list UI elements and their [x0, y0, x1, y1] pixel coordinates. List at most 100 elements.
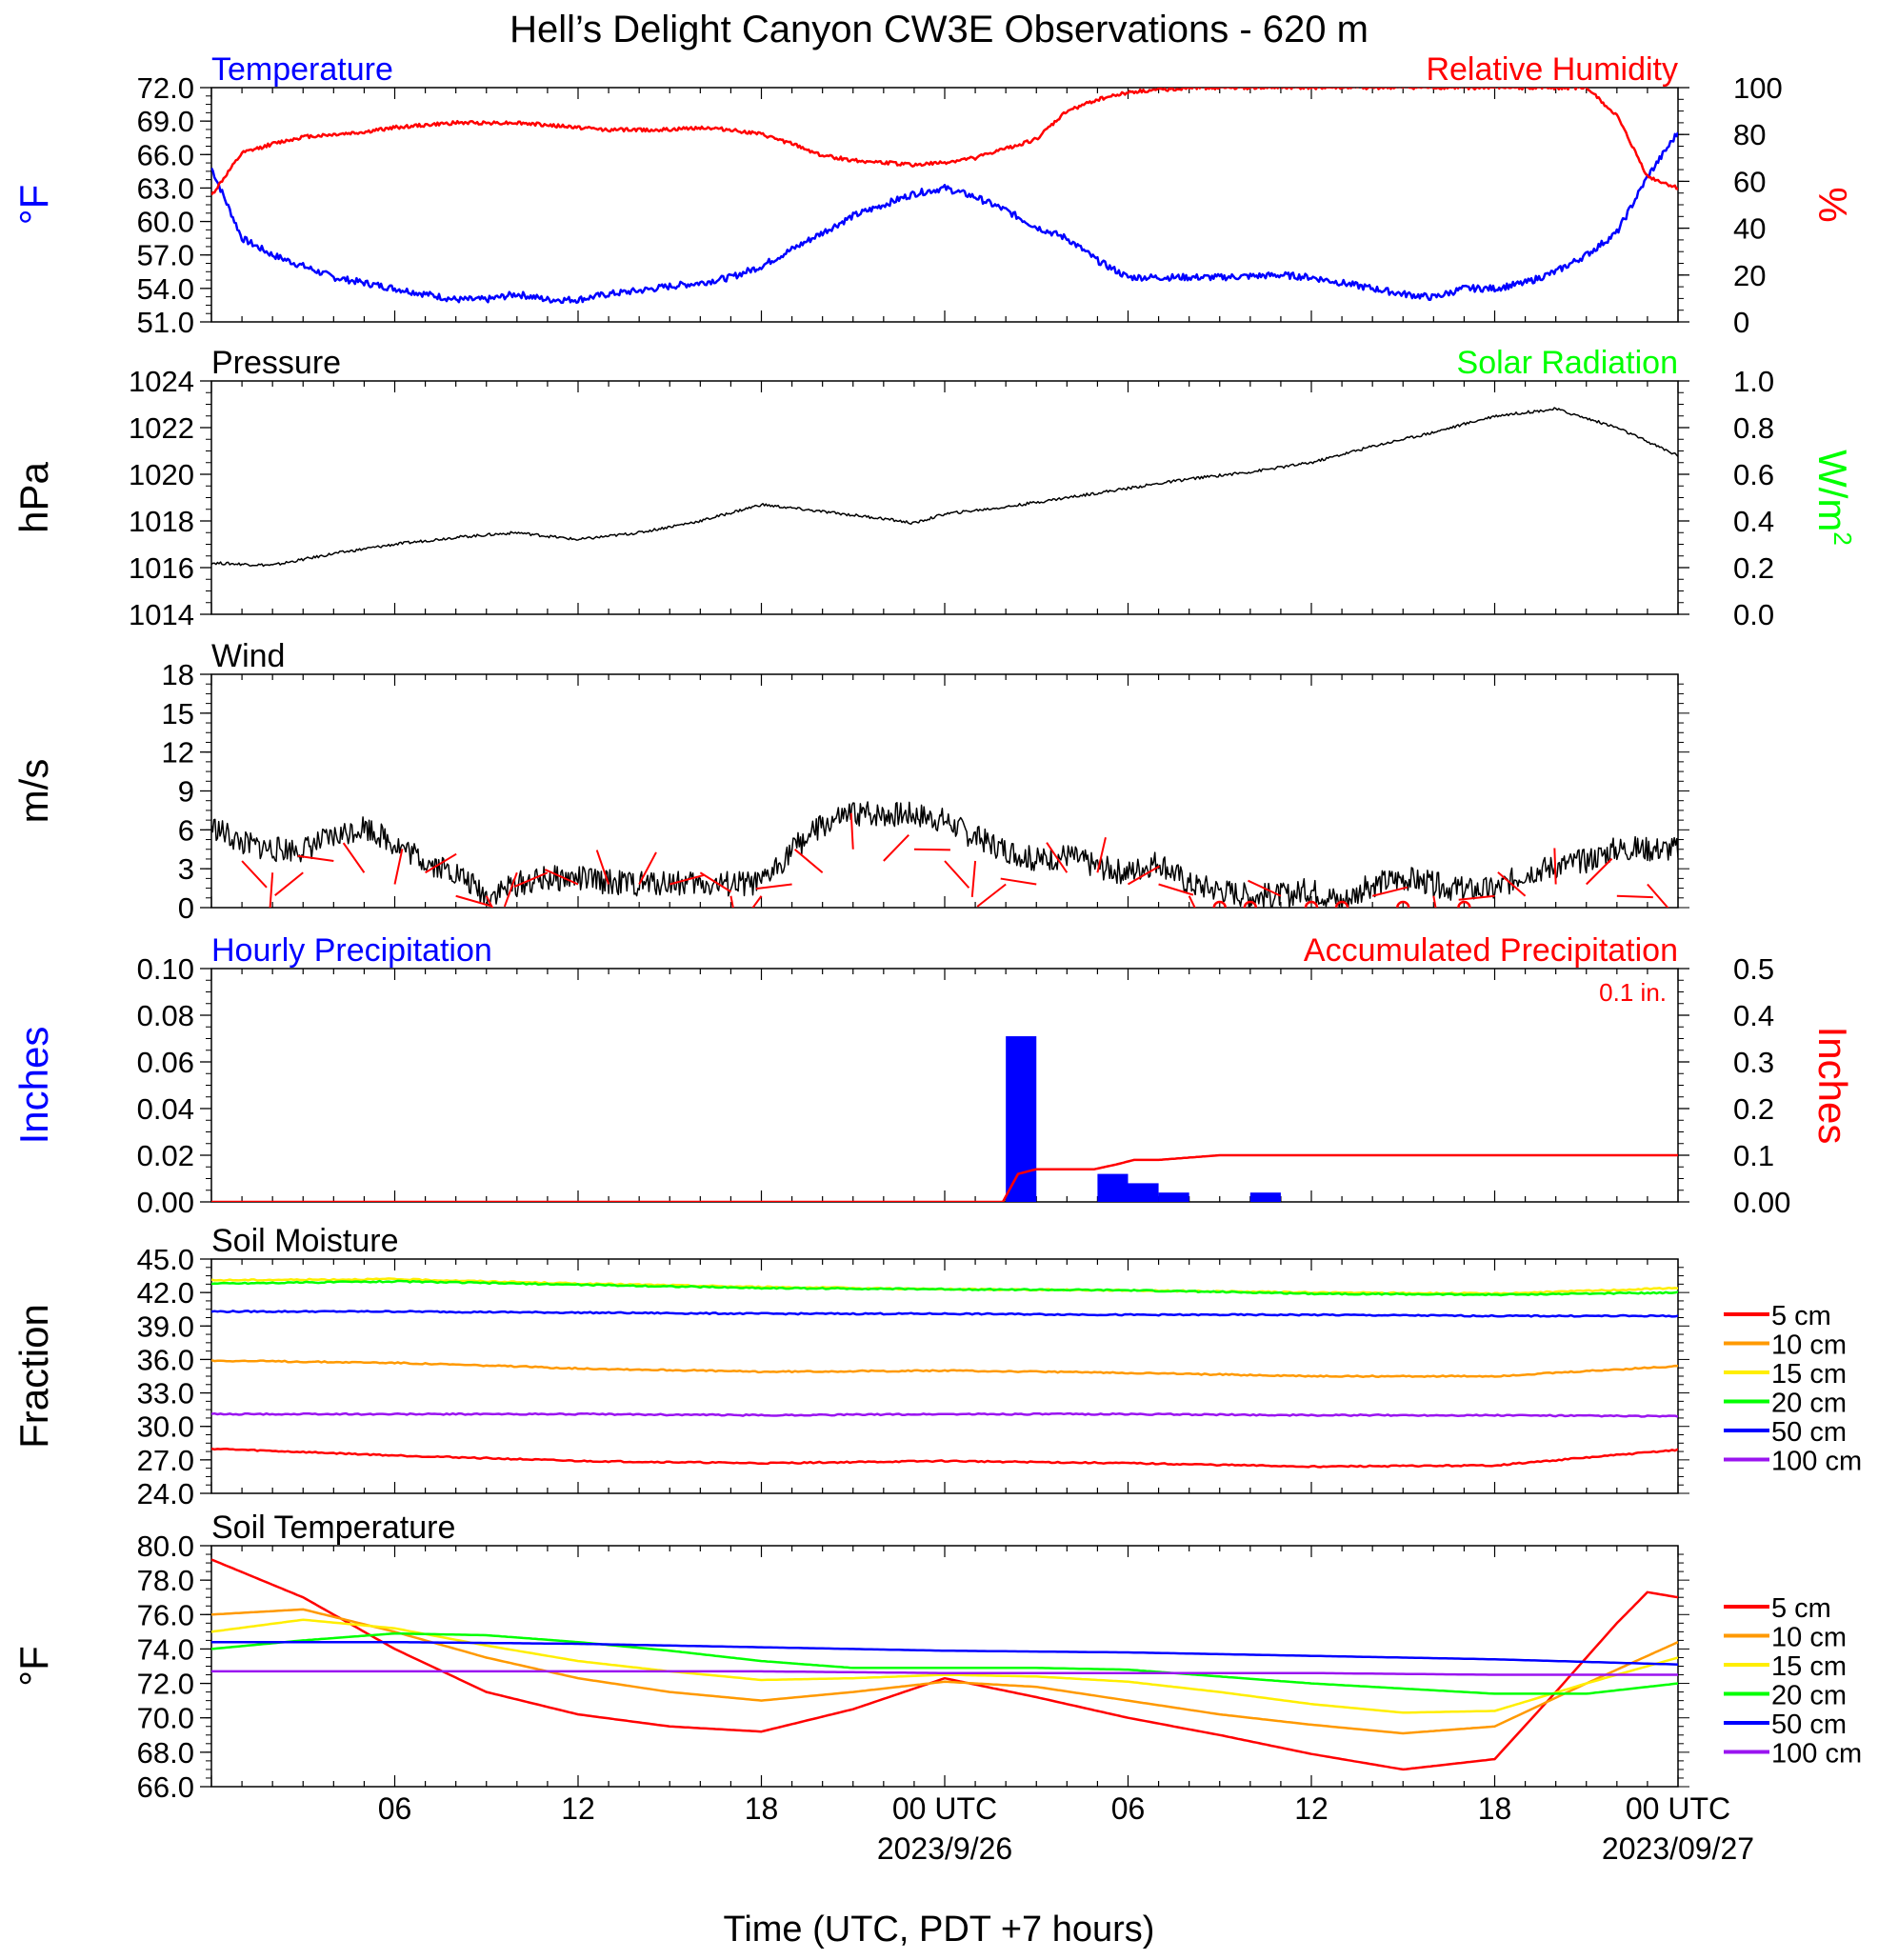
wind-barb — [544, 869, 579, 886]
x-date-label: 2023/9/26 — [877, 1831, 1012, 1866]
wind-barb — [425, 852, 457, 874]
y-tick-label-right: 60 — [1733, 165, 1766, 198]
x-tick-label: 12 — [561, 1791, 595, 1826]
y-tick-label-left: 27.0 — [137, 1444, 194, 1477]
panel-temperature: 51.054.057.060.063.066.069.072.0 0 20 40 60 8… — [11, 51, 1855, 339]
series-pressure — [211, 407, 1678, 568]
wind-barb — [297, 854, 334, 862]
wind-barb — [485, 895, 494, 908]
wind-barb — [455, 894, 491, 908]
y-tick-label-left: 6 — [178, 813, 194, 847]
y-tick-label-left: 66.0 — [137, 138, 194, 171]
series-20-cm — [211, 1631, 1678, 1695]
y-tick-label-left: 0.08 — [137, 999, 194, 1032]
wind-barb — [342, 842, 366, 873]
figure-title: Hell’s Delight Canyon CW3E Observations … — [509, 9, 1369, 50]
series-50-cm — [211, 1640, 1678, 1666]
panel-frame — [210, 380, 1679, 615]
y-tick-label-left: 1018 — [129, 505, 194, 538]
plot-area — [211, 1036, 1678, 1202]
wind-calm-marker — [1396, 900, 1410, 908]
plot-area — [211, 88, 1678, 305]
wind-calm-marker — [1334, 900, 1349, 908]
y-tick-label-left: 70.0 — [137, 1702, 194, 1735]
x-tick-label: 00 UTC — [892, 1791, 997, 1826]
wind-barb — [1248, 879, 1282, 897]
series-wind — [211, 801, 1678, 908]
y-tick-label-left: 39.0 — [137, 1310, 194, 1343]
wind-barb — [241, 860, 268, 889]
wind-barb — [1096, 836, 1107, 873]
y-tick-label-left: 78.0 — [137, 1564, 194, 1597]
precip-bar — [1158, 1192, 1189, 1202]
wind-barb — [274, 871, 304, 896]
y-axis-label-left: Fraction — [11, 1304, 56, 1449]
x-tick-label: 06 — [1111, 1791, 1146, 1826]
x-date-label: 2023/09/27 — [1602, 1831, 1754, 1866]
panel-title: Soil Temperature — [211, 1510, 455, 1546]
y-tick-label-right: 0.3 — [1733, 1046, 1774, 1079]
panel-title: Hourly Precipitation — [211, 932, 492, 969]
y-axis-label-right: % — [1810, 187, 1855, 222]
y-tick-label-left: 15 — [162, 697, 194, 730]
y-tick-label-right: 0 — [1733, 306, 1749, 339]
y-tick-label-left: 3 — [178, 852, 194, 886]
panel-frame — [210, 673, 1679, 909]
y-axis-label-left: Inches — [11, 1027, 56, 1145]
y-axis-label-left: m/s — [11, 759, 56, 824]
x-tick-label: 06 — [378, 1791, 412, 1826]
y-tick-label-left: 0.10 — [137, 952, 194, 986]
plot-area — [211, 1277, 1678, 1469]
panel-frame — [210, 968, 1679, 1203]
wind-barb — [503, 871, 518, 908]
wind-barb — [793, 849, 824, 874]
y-tick-label-left: 57.0 — [137, 239, 194, 272]
series-10-cm — [211, 1358, 1678, 1378]
wind-barb — [755, 883, 792, 890]
y-tick-label-left: 24.0 — [137, 1477, 194, 1510]
y-tick-label-left: 76.0 — [137, 1598, 194, 1631]
precip-bar — [1006, 1036, 1037, 1202]
series-5-cm — [211, 1447, 1678, 1469]
legend-label: 20 cm — [1771, 1681, 1847, 1711]
plot-area — [211, 1558, 1678, 1771]
plot-area — [211, 407, 1678, 568]
panel-title: Temperature — [211, 51, 393, 88]
y-tick-label-right: 0.1 — [1733, 1139, 1774, 1172]
y-tick-label-right: 0.4 — [1733, 505, 1774, 538]
wind-barb — [1586, 857, 1613, 886]
y-axis-label-left: hPa — [11, 461, 56, 532]
wind-barb — [1000, 877, 1037, 886]
legend-label: 5 cm — [1771, 1301, 1831, 1331]
wind-barb — [513, 871, 549, 889]
y-tick-label-left: 0.02 — [137, 1139, 194, 1172]
legend-label: 100 cm — [1771, 1447, 1862, 1477]
wind-calm-marker — [1243, 900, 1258, 908]
panel-title-right: Relative Humidity — [1426, 51, 1678, 88]
panel-soil-temperature: 66.068.070.072.074.076.078.080.0 Soil Tem… — [11, 1510, 1862, 1804]
panel-title-right: Accumulated Precipitation — [1304, 932, 1678, 969]
panel-title: Pressure — [211, 345, 341, 381]
y-axis-label-right-text: W/m — [1810, 450, 1855, 531]
wind-barb — [849, 812, 854, 850]
y-tick-label-left: 1024 — [129, 365, 194, 398]
wind-barb — [751, 895, 763, 908]
y-tick-label-left: 1020 — [129, 458, 194, 491]
y-tick-label-right: 0.6 — [1733, 458, 1774, 491]
y-tick-label-left: 60.0 — [137, 206, 194, 239]
y-tick-label-right: 40 — [1733, 212, 1766, 246]
legend-label: 20 cm — [1771, 1389, 1847, 1419]
legend-label: 100 cm — [1771, 1739, 1862, 1770]
y-tick-label-left: 0.00 — [137, 1186, 194, 1219]
series-10-cm — [211, 1608, 1678, 1735]
legend-label: 10 cm — [1771, 1330, 1847, 1361]
wind-barb — [669, 873, 706, 886]
y-tick-label-left: 74.0 — [137, 1632, 194, 1666]
y-tick-label-left: 72.0 — [137, 71, 194, 105]
y-tick-label-left: 12 — [162, 736, 194, 770]
y-tick-label-left: 0.06 — [137, 1046, 194, 1079]
precip-bar — [1249, 1192, 1281, 1202]
y-tick-label-left: 51.0 — [137, 306, 194, 339]
y-tick-label-right: 0.8 — [1733, 411, 1774, 445]
